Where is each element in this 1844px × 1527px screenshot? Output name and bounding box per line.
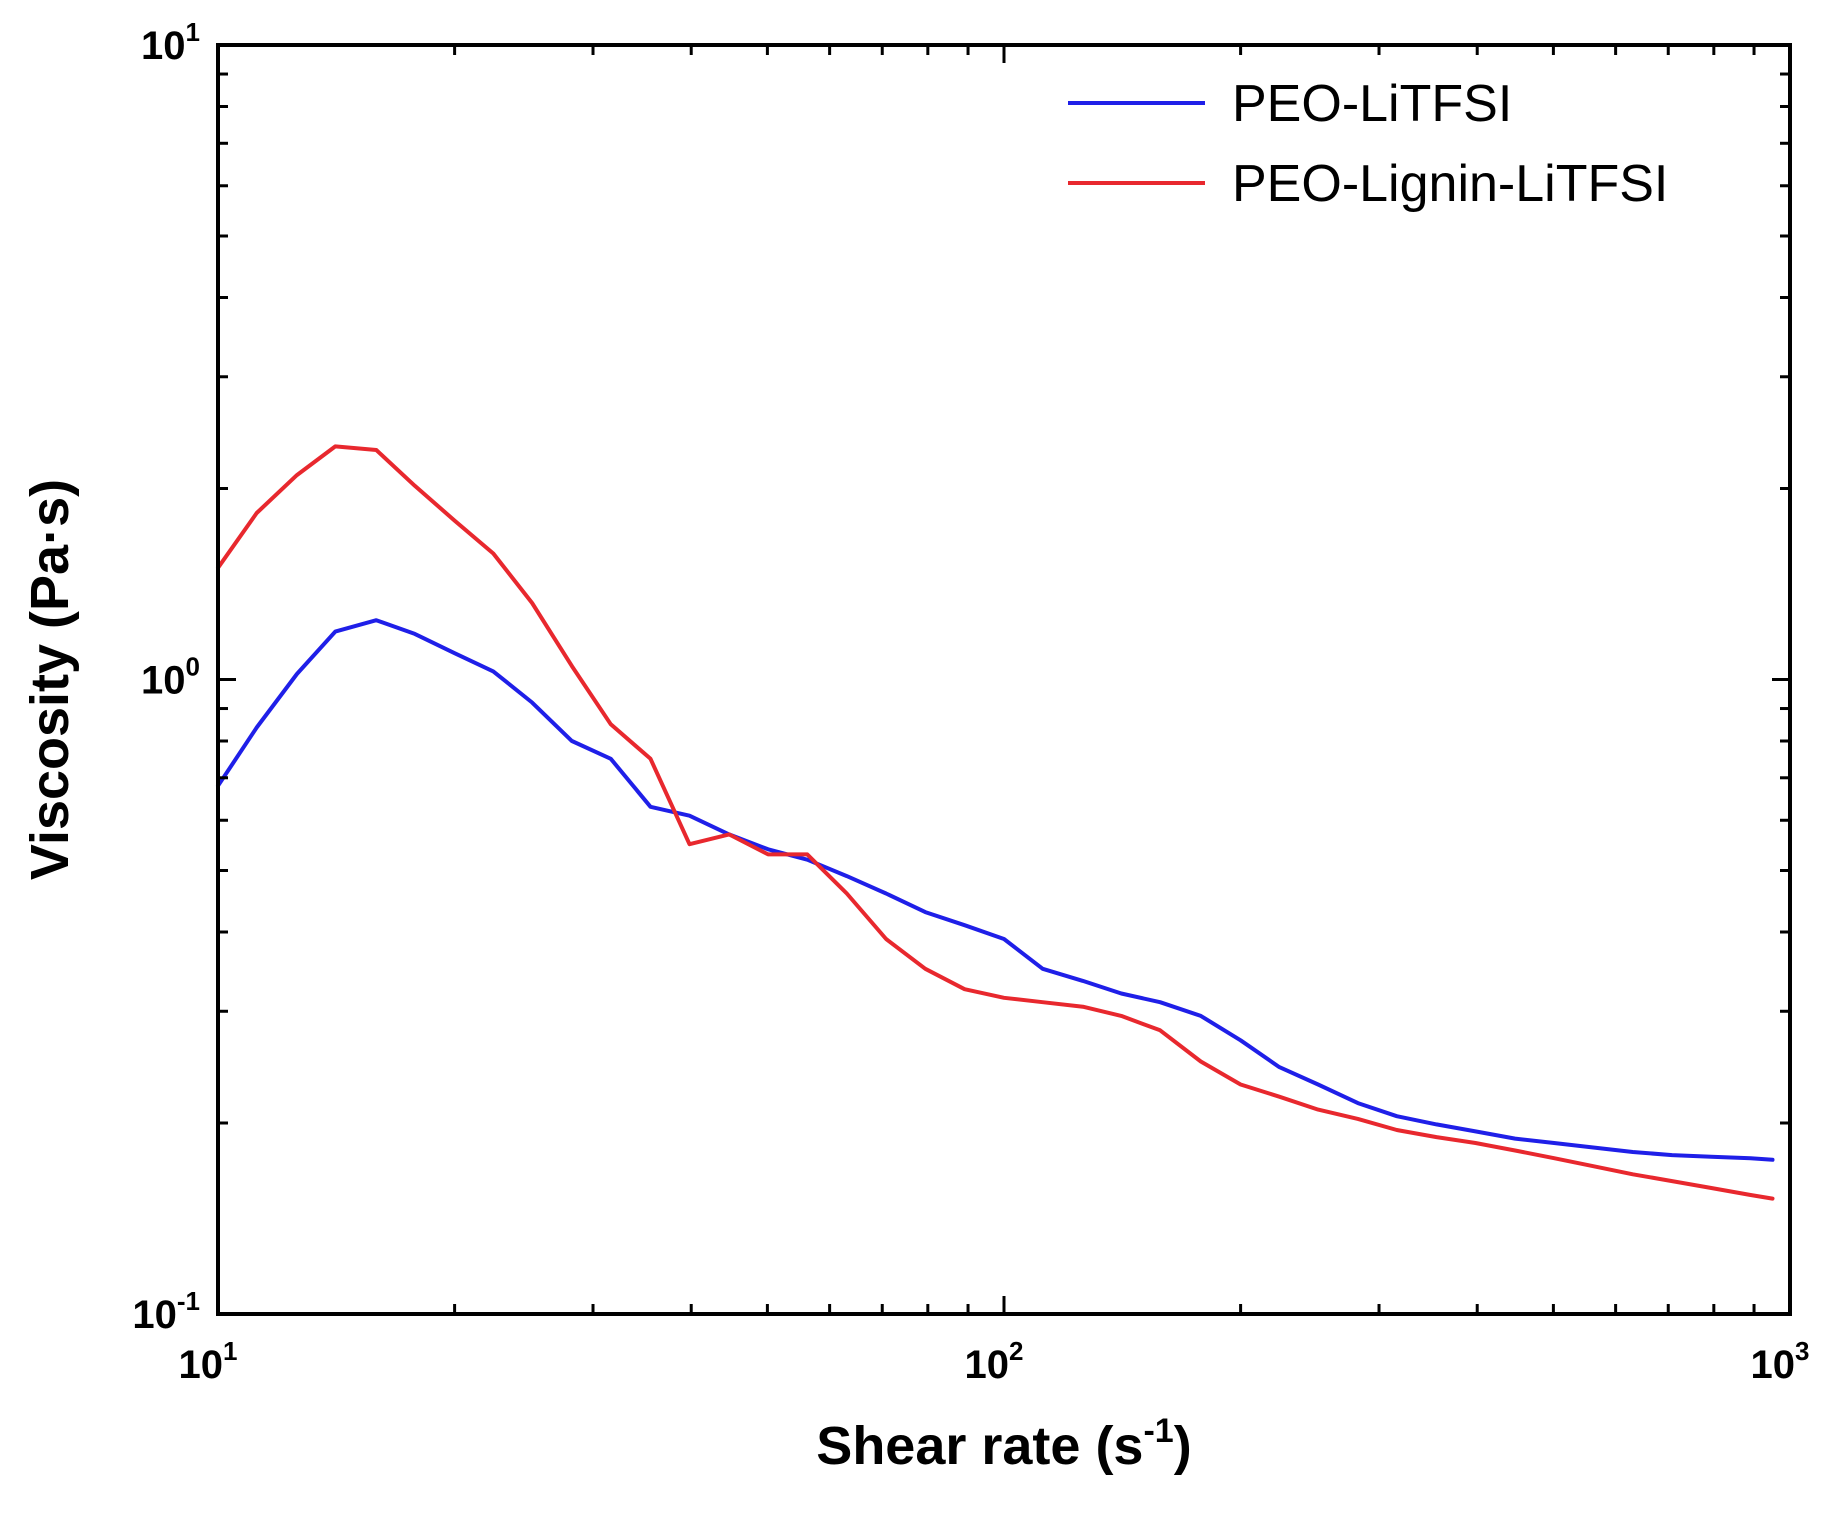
y-axis-title: Viscosity (Pa·s) [20,479,80,880]
plot-frame [216,43,1792,1316]
y-tick-label: 101 [141,17,200,68]
x-axis-title: Shear rate (s-1) [816,1412,1191,1476]
x-tick-label: 101 [179,1336,238,1387]
x-tick-label: 102 [965,1336,1024,1387]
y-tick-label: 10-1 [132,1286,200,1337]
x-tick-label: 103 [1751,1336,1810,1387]
legend: PEO-LiTFSI PEO-Lignin-LiTFSI [1068,75,1668,213]
legend-label: PEO-LiTFSI [1232,75,1512,133]
series-line-PEO-LiTFSI [216,618,1775,1162]
legend-label: PEO-Lignin-LiTFSI [1232,155,1668,213]
series-line-PEO-Lignin-LiTFSI [216,444,1775,1201]
y-tick-label: 100 [141,652,200,703]
